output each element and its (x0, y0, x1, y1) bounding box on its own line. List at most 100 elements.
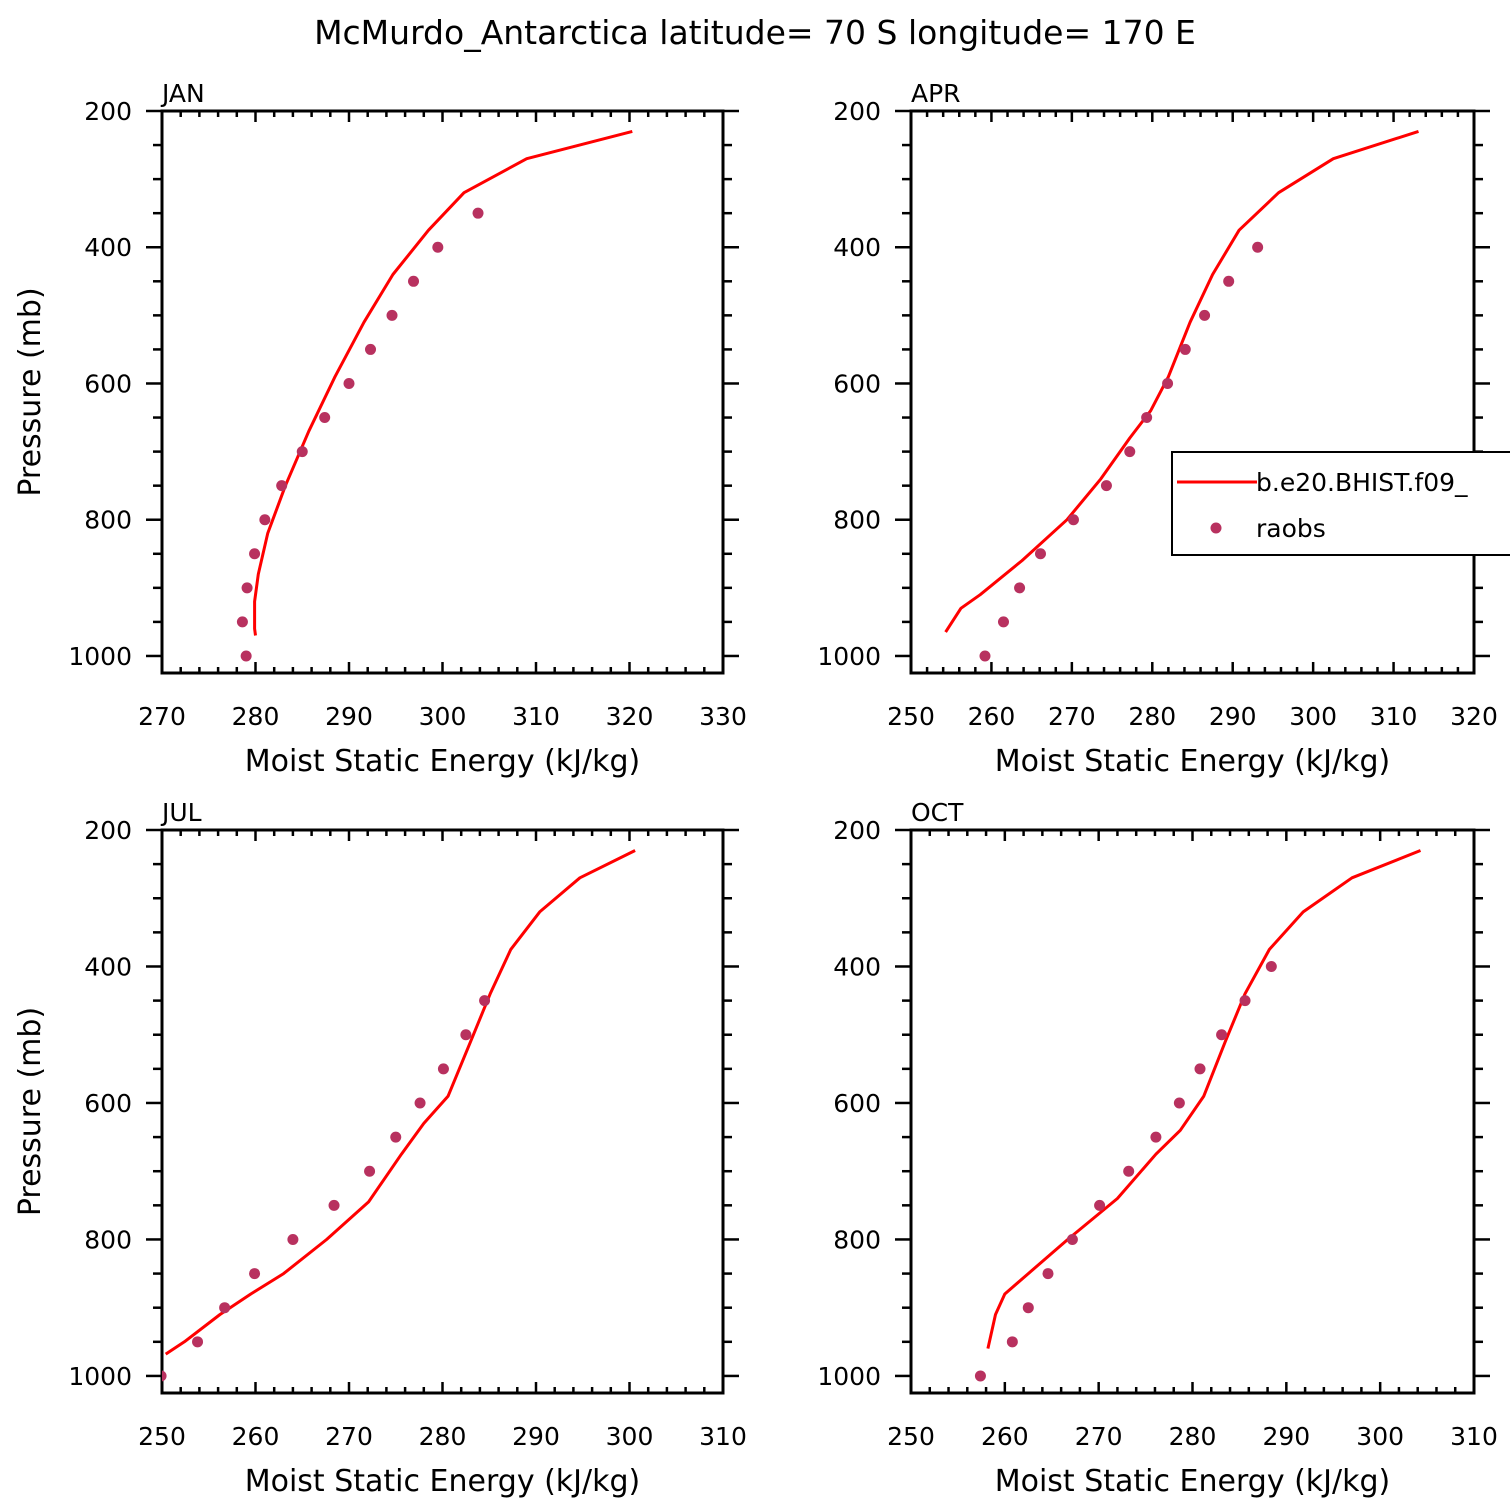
y-tick-label: 200 (833, 97, 881, 126)
y-tick-label: 1000 (68, 642, 132, 671)
y-axis-title: Pressure (mb) (13, 287, 48, 496)
panel-label: OCT (911, 798, 964, 827)
x-tick-label: 290 (512, 1422, 560, 1451)
x-tick-label: 270 (325, 1422, 373, 1451)
model-series-line (944, 129, 1419, 633)
raobs-point (240, 650, 252, 662)
x-tick-label: 320 (1450, 702, 1498, 731)
x-tick-label: 280 (232, 702, 280, 731)
raobs-point (1239, 995, 1251, 1007)
plot-area (974, 849, 1422, 1382)
raobs-point (343, 377, 355, 389)
raobs-point (1006, 1336, 1018, 1348)
figure-title: McMurdo_Antarctica latitude= 70 S longit… (314, 13, 1196, 52)
raobs-point (249, 548, 261, 560)
raobs-point (1022, 1302, 1034, 1314)
chart-legend: b.e20.BHIST.f09_raobs (1171, 451, 1510, 556)
x-tick-label: 250 (887, 1422, 935, 1451)
raobs-point (249, 1268, 261, 1280)
x-tick-label: 280 (1169, 1422, 1217, 1451)
x-tick-label: 320 (606, 702, 654, 731)
y-tick-label: 200 (84, 97, 132, 126)
model-series-line (164, 849, 636, 1356)
raobs-point (1042, 1268, 1054, 1280)
x-tick-label: 260 (981, 1422, 1029, 1451)
raobs-point (1066, 1233, 1078, 1245)
raobs-point (408, 275, 420, 287)
legend-box (1171, 451, 1510, 556)
raobs-point (1124, 446, 1136, 458)
x-tick-label: 260 (968, 702, 1016, 731)
panel-apr: APR 250 260 270 280 290 300 310 320 200 400 600 800 1… (817, 79, 1497, 779)
x-tick-label: 300 (1289, 702, 1337, 731)
y-tick-label: 800 (84, 506, 132, 535)
raobs-point (276, 480, 288, 492)
legend-entry-raobs: raobs (1256, 514, 1326, 543)
raobs-point (1216, 1029, 1228, 1041)
y-tick-label: 600 (833, 369, 881, 398)
panel-label: JUL (160, 798, 202, 827)
legend-entry-model: b.e20.BHIST.f09_ (1256, 468, 1468, 497)
x-tick-label: 300 (606, 1422, 654, 1451)
y-axis-title: Pressure (mb) (13, 1007, 48, 1216)
chart-panels: JAN 270 280 290 300 310 320 330 200 400 600 800 1000… (13, 79, 1498, 1499)
raobs-point (365, 343, 377, 355)
y-tick-label: 600 (84, 369, 132, 398)
raobs-point (997, 616, 1009, 628)
x-tick-label: 310 (1450, 1422, 1498, 1451)
plot-area (236, 129, 633, 662)
raobs-point (1014, 582, 1026, 594)
raobs-point (414, 1097, 426, 1109)
raobs-point (1094, 1199, 1106, 1211)
x-tick-label: 260 (232, 1422, 280, 1451)
raobs-point (1252, 241, 1264, 253)
y-tick-label: 400 (84, 233, 132, 262)
raobs-point (979, 650, 991, 662)
panel-jan: JAN 270 280 290 300 310 320 330 200 400 600 800 1000… (13, 79, 747, 779)
y-tick-label: 800 (84, 1225, 132, 1254)
x-tick-label: 290 (1262, 1422, 1310, 1451)
panel-oct: OCT 250 260 270 280 290 300 310 200 400 600 800 1000… (817, 798, 1497, 1499)
plot-frame (909, 109, 1476, 675)
raobs-point (472, 207, 484, 219)
y-tick-label: 800 (833, 1225, 881, 1254)
x-tick-label: 280 (419, 1422, 467, 1451)
model-series-line (986, 849, 1422, 1349)
x-tick-label: 270 (138, 702, 186, 731)
raobs-point (319, 412, 331, 424)
raobs-point (390, 1131, 402, 1143)
x-axis-title: Moist Static Energy (kJ/kg) (245, 744, 641, 779)
raobs-point (386, 309, 398, 321)
raobs-point (192, 1336, 204, 1348)
raobs-point (1067, 514, 1079, 526)
x-tick-label: 270 (1075, 1422, 1123, 1451)
x-tick-label: 310 (1370, 702, 1418, 731)
x-tick-label: 300 (419, 702, 467, 731)
model-series-line (253, 129, 633, 636)
y-tick-label: 1000 (68, 1362, 132, 1391)
x-tick-label: 290 (325, 702, 373, 731)
y-tick-label: 400 (833, 233, 881, 262)
y-tick-label: 600 (833, 1089, 881, 1118)
raobs-point (1150, 1131, 1162, 1143)
raobs-point (259, 514, 271, 526)
raobs-point (432, 241, 444, 253)
x-tick-label: 330 (699, 702, 747, 731)
x-axis-title: Moist Static Energy (kJ/kg) (995, 744, 1391, 779)
raobs-point (364, 1165, 376, 1177)
raobs-point (437, 1063, 449, 1075)
panel-jul: JUL 250 260 270 280 290 300 310 200 400 600 800 1000… (13, 798, 747, 1499)
raobs-point (296, 446, 308, 458)
plot-area (162, 849, 636, 1382)
raobs-point (1100, 480, 1112, 492)
raobs-point (1123, 1165, 1135, 1177)
x-tick-label: 310 (699, 1422, 747, 1451)
raobs-point (219, 1302, 231, 1314)
raobs-point (287, 1233, 299, 1245)
x-tick-label: 300 (1356, 1422, 1404, 1451)
y-tick-label: 400 (833, 952, 881, 981)
raobs-point (1265, 960, 1277, 972)
y-tick-label: 400 (84, 952, 132, 981)
raobs-point (162, 1370, 167, 1382)
x-tick-label: 270 (1048, 702, 1096, 731)
